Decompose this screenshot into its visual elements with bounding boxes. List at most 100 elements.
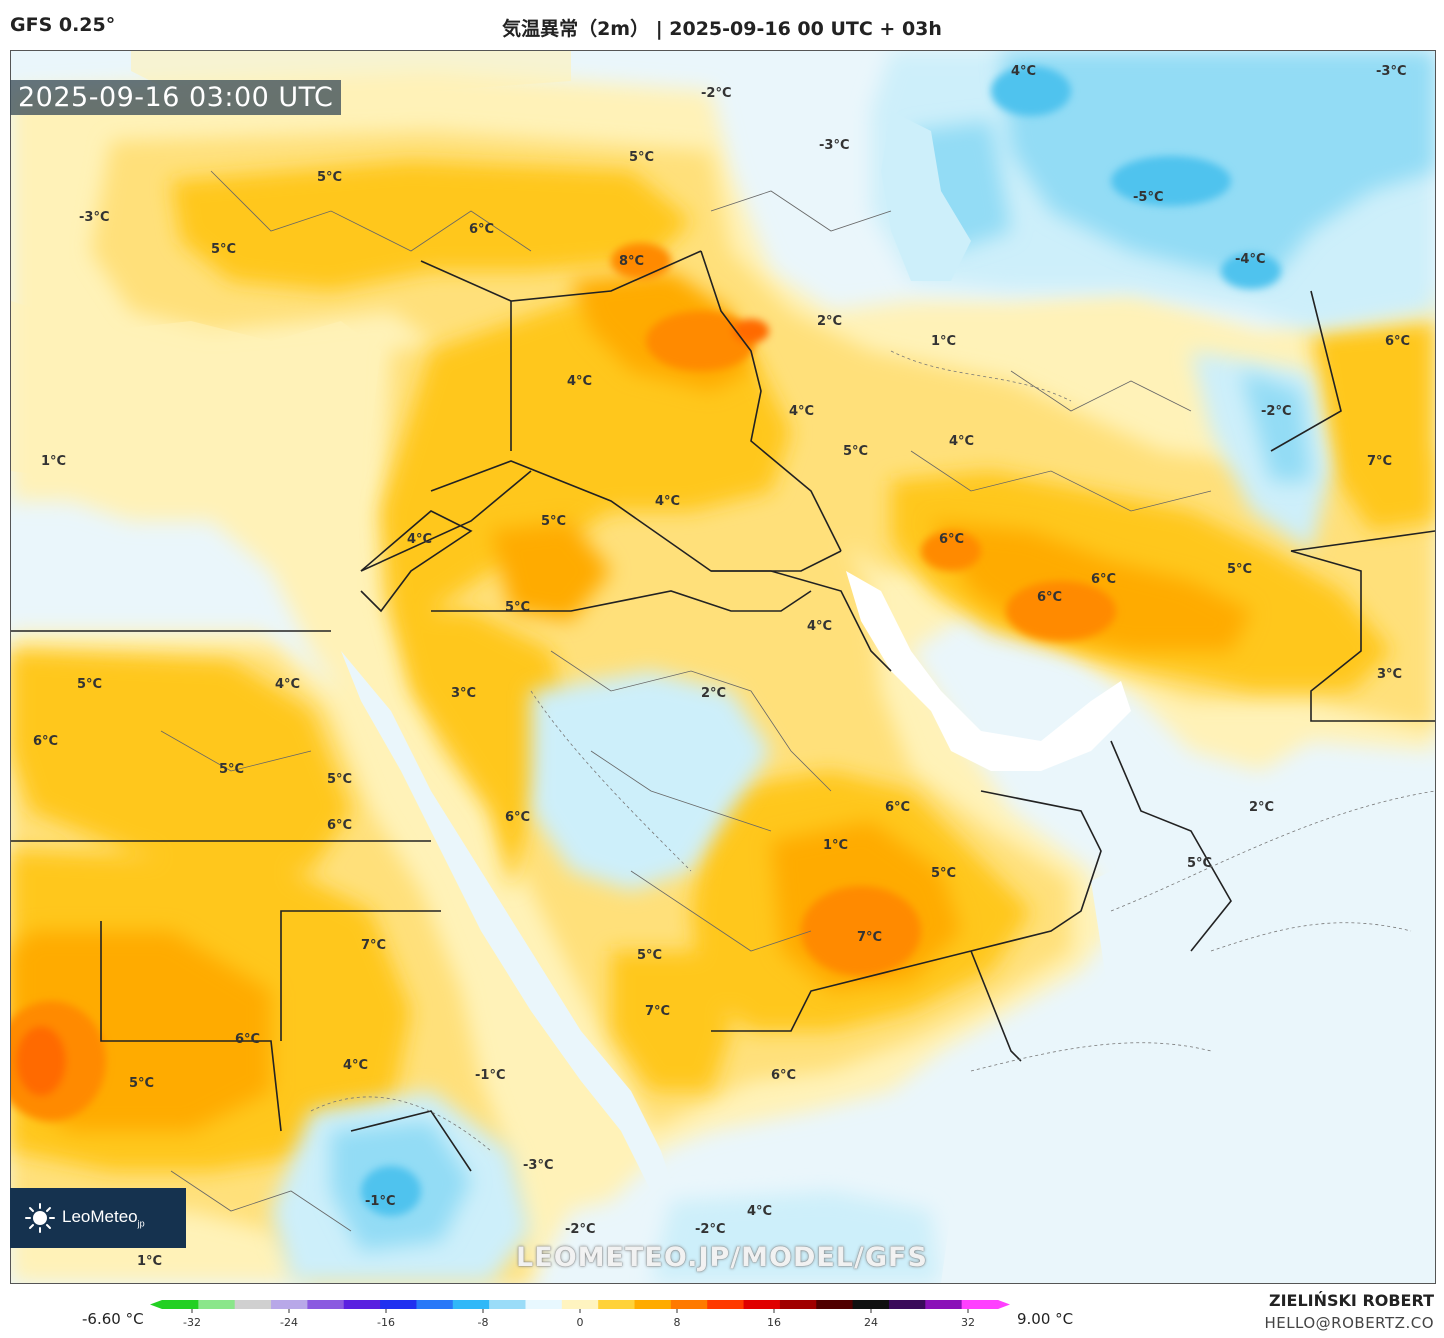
country-borders	[11, 250, 1435, 1172]
temp-label: 8°C	[619, 254, 644, 269]
sea-areas	[11, 51, 1435, 1283]
temp-label: -3°C	[79, 210, 109, 225]
temp-label: -5°C	[1133, 190, 1163, 205]
temp-label: 6°C	[1091, 572, 1116, 587]
colorbar-tick-label: 0	[577, 1316, 584, 1329]
temp-label: 6°C	[235, 1032, 260, 1047]
colorbar-segment	[598, 1300, 636, 1309]
temp-label: 2°C	[817, 314, 842, 329]
warm-anomaly-l5	[11, 243, 1116, 1121]
temp-label: 5°C	[1187, 856, 1212, 871]
temp-label: 4°C	[567, 374, 592, 389]
map-area[interactable]: 4°C -3°C -2°C -3°C 5°C 5°C -5°C -3°C 6°C…	[10, 50, 1436, 1284]
temp-label: -4°C	[1235, 252, 1265, 267]
temp-label: -2°C	[565, 1222, 595, 1237]
colorbar-arrow-right	[998, 1300, 1010, 1309]
colorbar-segment	[707, 1300, 745, 1309]
temp-label: 1°C	[137, 1254, 162, 1269]
temp-label: 1°C	[931, 334, 956, 349]
colorbar-segment	[888, 1300, 926, 1309]
colorbar-segment	[816, 1300, 854, 1309]
colorbar-segment	[234, 1300, 272, 1309]
temp-label: 3°C	[1377, 667, 1402, 682]
temp-label: 6°C	[505, 810, 530, 825]
temp-label: 6°C	[1385, 334, 1410, 349]
temp-label: 4°C	[407, 532, 432, 547]
colorbar-segment	[961, 1300, 999, 1309]
temp-label: 3°C	[451, 686, 476, 701]
temp-label: 5°C	[541, 514, 566, 529]
caspian-sea	[881, 111, 971, 281]
colorbar-tick-label: -32	[183, 1316, 201, 1329]
temp-label: 5°C	[629, 150, 654, 165]
colorbar-segment	[925, 1300, 963, 1309]
colorbar-segment	[489, 1300, 526, 1309]
colorbar-segment	[634, 1300, 672, 1309]
colorbar-segment	[852, 1300, 890, 1309]
temp-label: 5°C	[637, 948, 662, 963]
temp-label: 7°C	[361, 938, 386, 953]
temp-label: 4°C	[275, 677, 300, 692]
isolines	[310, 350, 1435, 1152]
temp-label: 5°C	[931, 866, 956, 881]
colorbar-segment	[343, 1300, 381, 1309]
temp-label: 4°C	[789, 404, 814, 419]
colorbar-segment	[779, 1300, 817, 1309]
colorbar-segment	[307, 1300, 345, 1309]
temp-label: -1°C	[475, 1068, 505, 1083]
temp-label: 4°C	[949, 434, 974, 449]
temp-label: 6°C	[327, 818, 352, 833]
valid-time-badge: 2025-09-16 03:00 UTC	[10, 80, 342, 115]
temp-label: 4°C	[655, 494, 680, 509]
temp-label: 4°C	[807, 619, 832, 634]
colorbar-tick-label: 32	[961, 1316, 975, 1329]
temp-label: 7°C	[857, 930, 882, 945]
colorbar-max-label: 9.00 °C	[1017, 1310, 1074, 1328]
province-borders	[160, 170, 1212, 1232]
colorbar-segment	[162, 1300, 199, 1309]
colorbar-tick-label: 16	[767, 1316, 781, 1329]
temp-label: -2°C	[1261, 404, 1291, 419]
temp-label: 6°C	[33, 734, 58, 749]
colorbar-segment	[380, 1300, 417, 1309]
temp-label: -3°C	[1376, 64, 1406, 79]
temperature-labels: 4°C -3°C -2°C -3°C 5°C 5°C -5°C -3°C 6°C…	[33, 64, 1410, 1269]
colorbar-tick-label: 8	[674, 1316, 681, 1329]
temp-label: 4°C	[1011, 64, 1036, 79]
colorbar-tick-label: 24	[864, 1316, 878, 1329]
temp-label: -2°C	[701, 86, 731, 101]
temp-label: 6°C	[1037, 590, 1062, 605]
colorbar-segment	[670, 1300, 708, 1309]
colorbar-segment	[743, 1300, 781, 1309]
colorbar-segment	[416, 1300, 454, 1309]
temp-label: 7°C	[645, 1004, 670, 1019]
cool-anomaly-core	[361, 66, 1281, 1216]
temp-label: 1°C	[823, 838, 848, 853]
temp-label: 6°C	[939, 532, 964, 547]
temp-label: 5°C	[211, 242, 236, 257]
temp-label: 1°C	[41, 454, 66, 469]
colorbar-arrow-left	[150, 1300, 162, 1309]
sun-icon	[25, 1203, 55, 1233]
temp-label: 5°C	[219, 762, 244, 777]
temp-label: 4°C	[343, 1058, 368, 1073]
temp-label: -2°C	[695, 1222, 725, 1237]
colorbar-segment	[525, 1300, 563, 1309]
colorbar-segment	[452, 1300, 490, 1309]
author-email[interactable]: HELLO@ROBERTZ.CO	[1264, 1314, 1434, 1332]
model-name: GFS 0.25°	[10, 14, 116, 36]
persian-gulf	[846, 571, 1131, 771]
temp-label: 5°C	[77, 677, 102, 692]
colorbar-segment	[561, 1300, 599, 1309]
colorbar: -32 -24 -16 -8 0 8 16 24 32	[150, 1300, 1010, 1329]
temp-label: 5°C	[129, 1076, 154, 1091]
temp-label: 5°C	[317, 170, 342, 185]
temp-label: 5°C	[843, 444, 868, 459]
temp-label: 5°C	[327, 772, 352, 787]
temp-label: 6°C	[771, 1068, 796, 1083]
colorbar-tick-label: -16	[377, 1316, 395, 1329]
colorbar-segment	[271, 1300, 308, 1309]
temp-label: -1°C	[365, 1194, 395, 1209]
leometeo-logo[interactable]: LeoMeteojp	[10, 1188, 186, 1248]
watermark: LEOMETEO.JP/MODEL/GFS	[516, 1242, 928, 1273]
